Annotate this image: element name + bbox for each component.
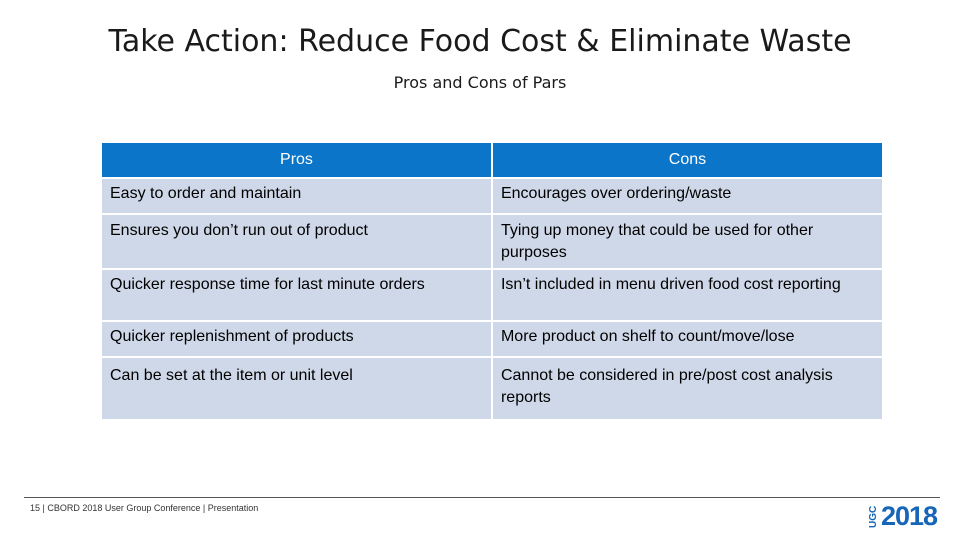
table-row: Can be set at the item or unit level Can… — [102, 358, 882, 421]
pro-cell: Easy to order and maintain — [102, 179, 493, 215]
table-row: Ensures you don’t run out of product Tyi… — [102, 215, 882, 270]
table-row: Quicker response time for last minute or… — [102, 270, 882, 322]
slide-title: Take Action: Reduce Food Cost & Eliminat… — [108, 24, 852, 59]
footer-text: 15 | CBORD 2018 User Group Conference | … — [30, 503, 259, 513]
ugc-2018-logo: UGC 2018 — [868, 500, 948, 534]
con-cell: Encourages over ordering/waste — [492, 179, 882, 215]
pro-cell: Quicker response time for last minute or… — [102, 270, 493, 322]
con-cell: More product on shelf to count/move/lose — [492, 322, 882, 358]
logo-year-text: 2018 — [881, 501, 938, 531]
con-cell: Isn’t included in menu driven food cost … — [492, 270, 882, 322]
header-cons: Cons — [492, 143, 882, 179]
slide-subtitle: Pros and Cons of Pars — [393, 73, 567, 92]
footer-divider — [24, 497, 940, 498]
header-pros: Pros — [102, 143, 493, 179]
pro-cell: Quicker replenishment of products — [102, 322, 493, 358]
con-cell: Cannot be considered in pre/post cost an… — [492, 358, 882, 421]
logo-ugc-text: UGC — [868, 505, 879, 529]
table-header-row: Pros Cons — [102, 143, 882, 179]
table-row: Easy to order and maintain Encourages ov… — [102, 179, 882, 215]
pro-cell: Can be set at the item or unit level — [102, 358, 493, 421]
table-row: Quicker replenishment of products More p… — [102, 322, 882, 358]
con-cell: Tying up money that could be used for ot… — [492, 215, 882, 270]
pros-cons-table: Pros Cons Easy to order and maintain Enc… — [102, 143, 882, 421]
pro-cell: Ensures you don’t run out of product — [102, 215, 493, 270]
